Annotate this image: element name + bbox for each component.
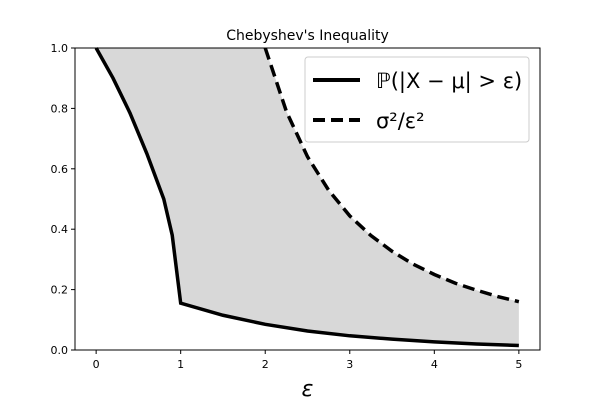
x-tick-label: 5 bbox=[515, 358, 522, 371]
x-tick-label: 4 bbox=[431, 358, 438, 371]
x-tick-label: 3 bbox=[346, 358, 353, 371]
x-tick-label: 0 bbox=[93, 358, 100, 371]
y-tick-label: 0.0 bbox=[51, 344, 69, 357]
y-tick-label: 0.2 bbox=[51, 284, 69, 297]
legend-label-probability: ℙ(|X − μ| > ε) bbox=[376, 69, 522, 94]
chart-title: Chebyshev's Inequality bbox=[226, 28, 389, 44]
legend: ℙ(|X − μ| > ε) σ²/ε² bbox=[304, 56, 530, 143]
y-tick-label: 0.8 bbox=[51, 102, 69, 115]
y-tick-label: 1.0 bbox=[51, 42, 69, 55]
x-tick-label: 2 bbox=[262, 358, 269, 371]
axes-frame bbox=[74, 47, 541, 351]
legend-label-bound: σ²/ε² bbox=[376, 109, 425, 133]
legend-box bbox=[304, 56, 530, 143]
series-probability-line bbox=[94, 47, 519, 348]
x-axis-label: ε bbox=[302, 377, 314, 400]
y-tick-label: 0.4 bbox=[51, 223, 69, 236]
x-tick-label: 1 bbox=[177, 358, 184, 371]
y-tick-label: 0.6 bbox=[51, 163, 69, 176]
fill-between-area bbox=[96, 48, 519, 346]
series-bound-line bbox=[263, 47, 520, 304]
